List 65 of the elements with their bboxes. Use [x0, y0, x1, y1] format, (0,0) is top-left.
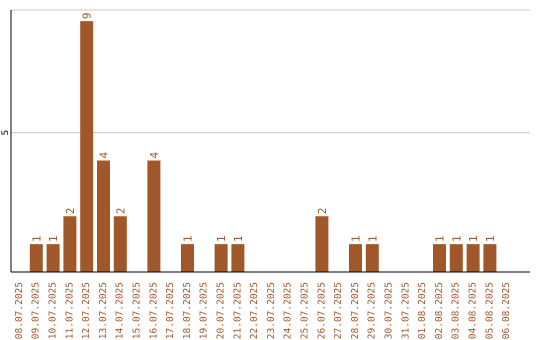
- x-tick-label: 22.07.2025: [249, 282, 260, 340]
- x-tick-label: 12.07.2025: [81, 282, 92, 340]
- data-label: 1: [434, 236, 446, 242]
- x-tick-label: 02.08.2025: [434, 282, 445, 340]
- x-tick-label: 15.07.2025: [132, 282, 142, 340]
- data-label: 4: [148, 152, 161, 159]
- data-label: 2: [316, 208, 329, 214]
- data-label: 1: [450, 236, 464, 242]
- x-tick-label: 24.07.2025: [282, 282, 294, 340]
- x-tick-label: 30.07.2025: [384, 282, 394, 340]
- x-tick-label: 27.07.2025: [333, 282, 344, 340]
- data-label: 1: [215, 236, 228, 242]
- bar: [80, 21, 94, 272]
- bar: [231, 244, 244, 272]
- x-tick-label: 28.07.2025: [350, 282, 361, 340]
- x-tick-label: 01.08.2025: [417, 282, 428, 340]
- data-label: 1: [350, 236, 362, 242]
- bar: [315, 216, 328, 272]
- bar: [483, 244, 496, 272]
- bar: [114, 216, 127, 272]
- x-tick-label: 10.07.2025: [48, 282, 58, 340]
- x-tick-label: 25.07.2025: [300, 282, 310, 340]
- y-tick-label: 5: [1, 130, 11, 136]
- bar: [181, 244, 194, 272]
- x-tick-label: 11.07.2025: [64, 282, 76, 340]
- data-label: 1: [484, 236, 497, 242]
- x-tick-label: 14.07.2025: [114, 282, 126, 340]
- bar: [147, 160, 160, 272]
- x-tick-label: 26.07.2025: [316, 282, 328, 340]
- data-label: 2: [114, 208, 128, 214]
- bar: [214, 244, 228, 272]
- x-tick-label: 13.07.2025: [98, 282, 109, 340]
- data-label: 1: [366, 236, 380, 242]
- bar: [349, 244, 362, 272]
- data-label: 1: [467, 236, 480, 242]
- x-tick-label: 18.07.2025: [182, 282, 193, 340]
- data-label: 2: [64, 208, 77, 214]
- bar: [433, 244, 446, 272]
- bar: [366, 244, 379, 272]
- data-label: 1: [182, 236, 194, 242]
- x-tick-label: 05.08.2025: [484, 282, 496, 340]
- data-label: 9: [80, 12, 94, 20]
- x-tick-label: 09.07.2025: [30, 282, 42, 340]
- bar: [46, 244, 60, 272]
- x-tick-label: 06.08.2025: [501, 282, 512, 340]
- data-label: 1: [30, 236, 44, 242]
- data-label: 1: [47, 236, 60, 242]
- x-tick-label: 20.07.2025: [216, 282, 226, 340]
- bar: [466, 244, 480, 272]
- x-tick-label: 04.08.2025: [468, 282, 478, 340]
- x-tick-label: 08.07.2025: [14, 282, 25, 340]
- bar: [63, 216, 76, 272]
- x-tick-label: 17.07.2025: [165, 282, 176, 340]
- bar: [97, 160, 110, 272]
- x-tick-label: 03.08.2025: [450, 282, 462, 340]
- data-label: 1: [232, 236, 245, 242]
- x-tick-label: 31.07.2025: [400, 282, 412, 340]
- x-tick-label: 19.07.2025: [198, 282, 210, 340]
- data-label: 4: [98, 152, 110, 159]
- x-tick-label: 29.07.2025: [366, 282, 378, 340]
- bar: [450, 244, 463, 272]
- bar: [30, 244, 43, 272]
- x-tick-label: 21.07.2025: [232, 282, 244, 340]
- x-tick-label: 16.07.2025: [148, 282, 160, 340]
- x-tick-label: 23.07.2025: [266, 282, 277, 340]
